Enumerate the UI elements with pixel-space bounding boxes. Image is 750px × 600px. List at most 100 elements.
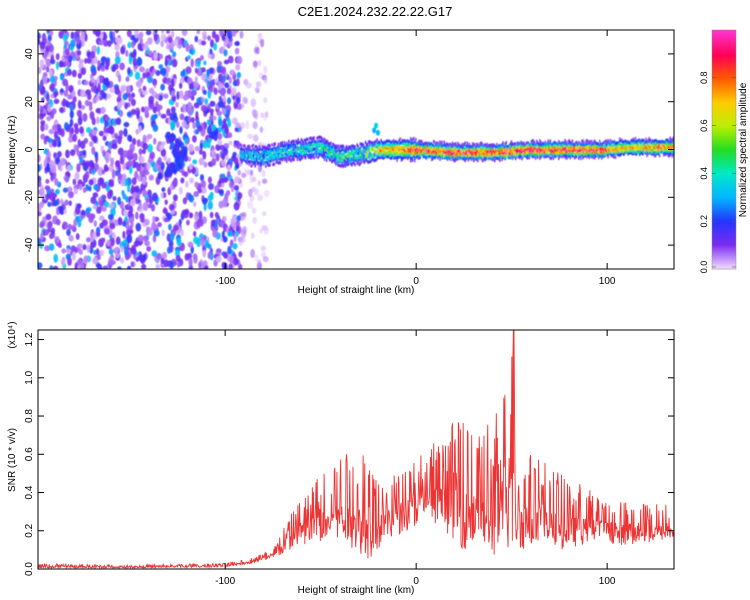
spectrogram-cell	[170, 120, 176, 129]
spectrogram-cell	[73, 188, 79, 195]
spectrogram-cell	[290, 159, 292, 163]
spectrogram-cell	[151, 223, 158, 230]
spectrogram-cell	[168, 223, 172, 231]
spectrogram-cell	[516, 144, 518, 148]
spectrogram-cell	[409, 156, 412, 160]
spectrogram-cell	[367, 154, 370, 159]
spectrogram-cell	[89, 141, 94, 147]
spectrogram-cell	[178, 219, 182, 225]
spectrogram-cell	[257, 148, 260, 152]
spectrogram-cell	[263, 115, 267, 122]
spectrogram-cell	[415, 137, 417, 141]
spectrogram-cell	[144, 240, 151, 247]
spectrogram-cell	[325, 145, 328, 149]
spectrogram-cell	[455, 158, 457, 162]
spectrogram-cell	[332, 151, 334, 156]
spectrogram-cell	[189, 163, 193, 170]
spectrogram-cell	[497, 144, 499, 148]
spectrogram-cell	[296, 149, 298, 154]
spectrogram-cell	[283, 152, 286, 156]
spectrogram-cell	[40, 232, 44, 241]
spectrogram-cell	[72, 178, 77, 186]
spectrogram-cell	[397, 155, 399, 160]
spectrogram-cell	[270, 150, 272, 154]
spectrogram-cell	[401, 138, 403, 142]
spectrogram-cell	[461, 153, 463, 157]
spectrogram-cell	[450, 154, 453, 158]
spectrogram-cell	[153, 33, 158, 42]
spectrogram-cell	[290, 149, 292, 154]
spectrogram-cell	[55, 188, 60, 195]
spectrogram-cell	[385, 146, 388, 150]
spectrogram-cell	[336, 145, 338, 150]
spectrogram-cell	[228, 180, 234, 188]
spectrogram-cell	[44, 185, 51, 191]
spectrogram-cell	[245, 153, 247, 157]
spectrogram-cell	[210, 219, 216, 227]
spectrogram-cell	[413, 141, 415, 145]
spectrogram-cell	[283, 144, 286, 148]
spectrogram-cell	[292, 145, 294, 149]
spectrogram-cell	[354, 146, 356, 151]
spectrogram-cell	[252, 153, 254, 158]
spectrogram-cell	[396, 141, 398, 145]
spectrogram-cell	[318, 135, 320, 139]
spectrogram-cell	[400, 140, 402, 145]
spectrogram-cell	[312, 148, 314, 152]
spectrogram-cell	[262, 162, 265, 166]
spectrogram-cell	[607, 155, 609, 159]
spectrogram-cell	[304, 153, 307, 157]
spectrogram-cell	[379, 143, 381, 148]
spectrogram-cell	[418, 139, 420, 143]
spectrogram-cell	[49, 83, 55, 92]
spectrogram-cell	[419, 142, 421, 146]
spectrogram-cell	[513, 146, 516, 150]
spectrogram-cell	[492, 152, 495, 156]
spectrogram-cell	[304, 145, 307, 149]
spectrogram-cell	[103, 164, 108, 173]
spectrogram-cell	[356, 148, 358, 152]
spectrogram-cell	[405, 140, 408, 144]
spectrogram-cell	[359, 158, 361, 162]
spectrogram-cell	[160, 192, 164, 199]
spectrogram-cell	[491, 156, 494, 160]
spectrogram-cell	[430, 154, 433, 159]
spectrogram-cell	[477, 149, 479, 153]
spectrogram-cell	[354, 156, 356, 161]
spectrogram-cell	[311, 143, 313, 147]
spectrogram-cell	[385, 154, 388, 158]
spectrogram-cell	[335, 155, 337, 160]
spectrogram-cell	[444, 148, 447, 152]
spectrogram-cell	[152, 234, 157, 243]
spectrogram-cell	[481, 152, 483, 156]
spectrogram-cell	[323, 146, 326, 150]
spectrogram-cell	[168, 43, 174, 50]
spectrogram-cell	[475, 151, 477, 155]
spectrogram-y-tick-label: 20	[24, 96, 35, 108]
spectrogram-cells	[38, 30, 674, 269]
spectrogram-cell	[488, 148, 491, 153]
spectrogram-cell	[154, 113, 158, 119]
spectrogram-cell	[369, 157, 371, 161]
spectrogram-cell	[414, 144, 416, 148]
spectrogram-cell	[269, 155, 271, 159]
spectrogram-cell	[200, 55, 204, 61]
spectrogram-cell	[503, 154, 505, 158]
spectrogram-cell	[473, 154, 475, 158]
spectrogram-cell	[70, 31, 75, 40]
spectrogram-cell	[266, 158, 268, 162]
spectrogram-cell	[510, 151, 513, 155]
spectrogram-cell	[64, 176, 70, 183]
spectrogram-cell	[336, 155, 338, 160]
spectrogram-cell	[185, 42, 190, 52]
spectrogram-cell	[454, 142, 456, 146]
spectrogram-cell	[516, 142, 518, 146]
spectrogram-cell	[105, 116, 110, 122]
spectrogram-cell	[434, 152, 436, 157]
spectrogram-cell	[262, 150, 265, 154]
spectrogram-cell	[93, 184, 99, 191]
spectrogram-cell	[157, 156, 162, 166]
spectrogram-cell	[505, 144, 507, 149]
spectrogram-cell	[494, 151, 496, 155]
spectrogram-cell	[346, 161, 349, 165]
